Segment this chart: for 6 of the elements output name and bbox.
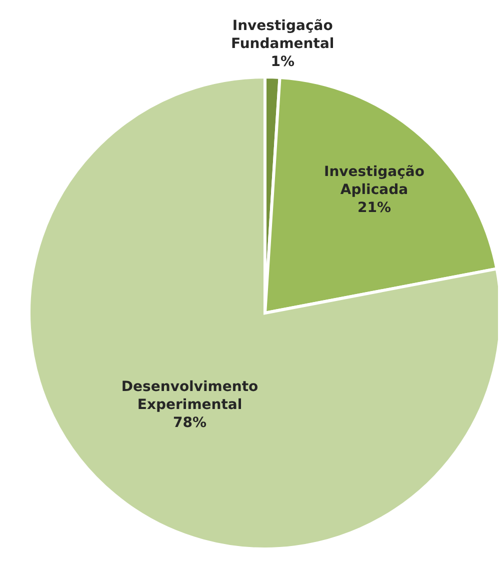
data-label: 21% bbox=[357, 200, 392, 216]
data-label: 1% bbox=[270, 54, 294, 70]
data-label: 78% bbox=[173, 414, 207, 431]
slice-label: Investigação Fundamental bbox=[230, 18, 334, 52]
slice-label: Investigação Aplicada bbox=[324, 164, 425, 198]
slice-label: Desenvolvimento Experimental bbox=[121, 378, 259, 413]
